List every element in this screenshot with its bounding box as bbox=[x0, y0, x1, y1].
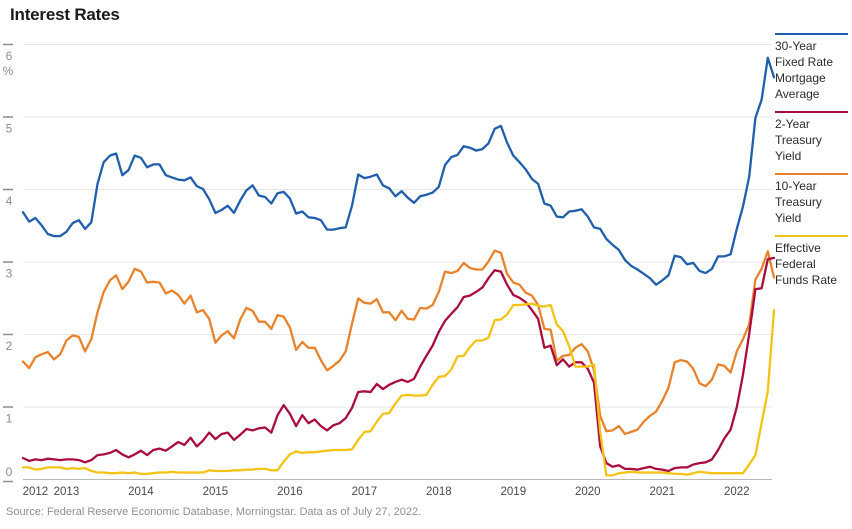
x-tick-label-2019: 2019 bbox=[501, 486, 527, 498]
chart-legend: 30-Year Fixed Rate Mortgage Average 2-Ye… bbox=[775, 33, 848, 297]
x-tick-label-2021: 2021 bbox=[649, 486, 675, 498]
legend-entry-30-year-fixed-rate-mortgage-average: 30-Year Fixed Rate Mortgage Average bbox=[775, 33, 848, 102]
series-line-2-year-treasury-yield bbox=[21, 256, 776, 473]
y-tick-label-0: 0 bbox=[6, 465, 13, 479]
y-axis-unit: % bbox=[3, 64, 14, 78]
series-line-10-year-treasury-yield bbox=[21, 249, 776, 436]
legend-entry-10-year-treasury-yield: 10-Year Treasury Yield bbox=[775, 173, 848, 226]
legend-entry-2-year-treasury-yield: 2-Year Treasury Yield bbox=[775, 111, 848, 164]
x-tick-label-2014: 2014 bbox=[128, 486, 154, 498]
y-tick-label-5: 5 bbox=[6, 122, 13, 136]
y-tick-label-4: 4 bbox=[6, 194, 13, 208]
y-tick-label-2: 2 bbox=[6, 339, 13, 353]
legend-label-2-year-treasury-yield: 2-Year Treasury Yield bbox=[775, 117, 822, 163]
x-tick-label-2017: 2017 bbox=[352, 486, 378, 498]
x-tick-label-2013: 2013 bbox=[54, 486, 80, 498]
x-tick-label-2022: 2022 bbox=[724, 486, 750, 498]
legend-label-effective-federal-funds-rate: Effective Federal Funds Rate bbox=[775, 241, 838, 287]
y-tick-label-1: 1 bbox=[6, 412, 13, 426]
y-tick-label-6: 6 bbox=[6, 49, 13, 63]
x-tick-label-2012: 2012 bbox=[23, 486, 49, 498]
legend-label-10-year-treasury-yield: 10-Year Treasury Yield bbox=[775, 179, 822, 225]
x-tick-label-2020: 2020 bbox=[575, 486, 601, 498]
series-line-30-year-fixed-rate-mortgage-average bbox=[21, 56, 776, 286]
legend-label-30-year-fixed-rate-mortgage-average: 30-Year Fixed Rate Mortgage Average bbox=[775, 39, 834, 101]
chart-title: Interest Rates bbox=[10, 5, 120, 24]
x-tick-label-2016: 2016 bbox=[277, 486, 303, 498]
y-tick-label-3: 3 bbox=[6, 267, 13, 281]
source-note: Source: Federal Reserve Economic Databas… bbox=[6, 506, 422, 518]
x-tick-label-2018: 2018 bbox=[426, 486, 452, 498]
legend-entry-effective-federal-funds-rate: Effective Federal Funds Rate bbox=[775, 235, 848, 288]
x-tick-label-2015: 2015 bbox=[203, 486, 229, 498]
series-line-effective-federal-funds-rate bbox=[21, 302, 776, 477]
